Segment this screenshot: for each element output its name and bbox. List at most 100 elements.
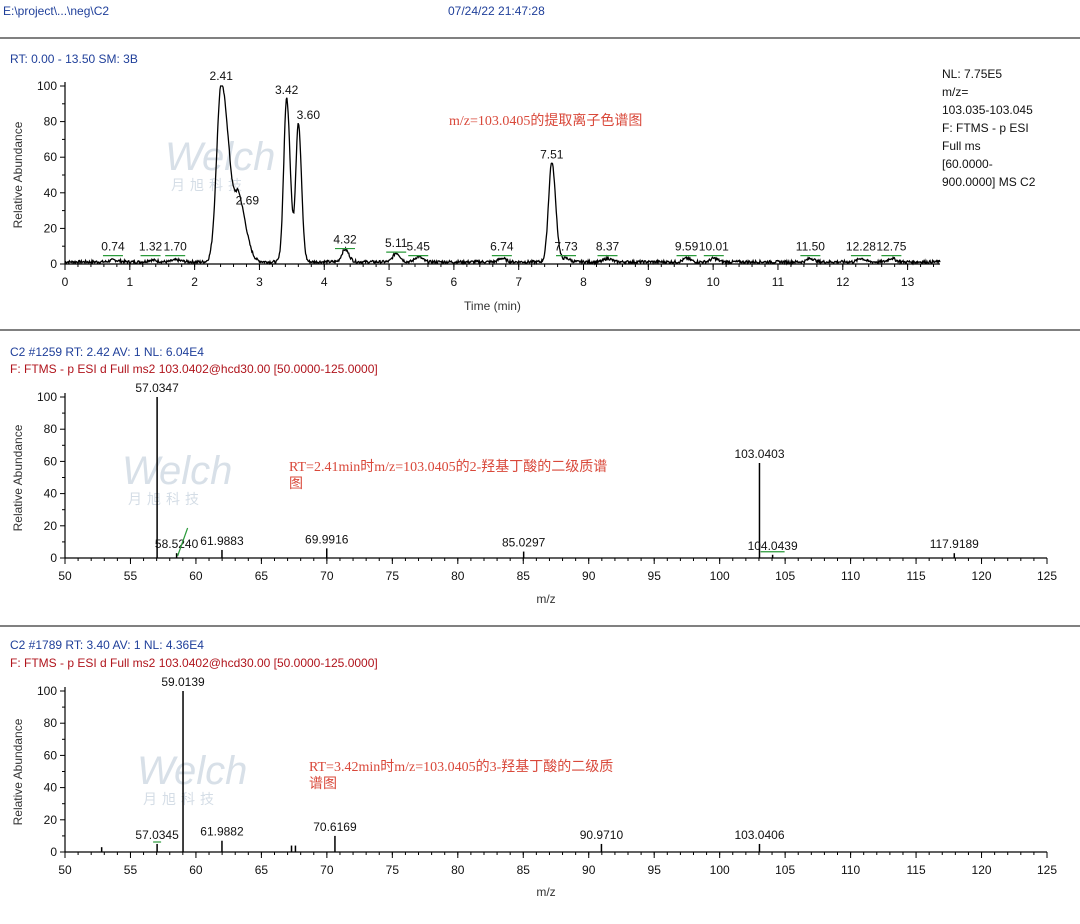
peak-label: 104.0439: [748, 539, 798, 553]
peak-label: 7.51: [540, 147, 564, 161]
x-tick-label: 90: [582, 863, 596, 877]
nl-info-line: 900.0000] MS C2: [942, 175, 1036, 189]
x-axis-label: m/z: [536, 885, 555, 899]
x-tick-label: 125: [1037, 863, 1057, 877]
file-path: E:\project\...\neg\C2: [3, 4, 109, 18]
peak-label: 70.6169: [313, 820, 357, 834]
chart-annotation: RT=3.42min时m/z=103.0405的3-羟基丁酸的二级质: [309, 758, 613, 775]
y-tick-label: 80: [44, 716, 58, 730]
peak-label: 61.9882: [200, 825, 244, 839]
scan-info: C2 #1259 RT: 2.42 AV: 1 NL: 6.04E4: [10, 345, 204, 359]
x-axis-label: m/z: [536, 592, 555, 606]
x-tick-label: 95: [648, 569, 662, 583]
scan-info: RT: 0.00 - 13.50 SM: 3B: [10, 52, 138, 66]
x-tick-label: 105: [775, 863, 795, 877]
x-tick-label: 7: [515, 275, 522, 289]
y-tick-label: 0: [50, 551, 57, 565]
peak-label: 1.32: [139, 240, 163, 254]
x-tick-label: 120: [972, 863, 992, 877]
y-tick-label: 40: [44, 186, 58, 200]
x-tick-label: 110: [841, 569, 860, 583]
x-tick-label: 65: [255, 863, 269, 877]
x-tick-label: 65: [255, 569, 269, 583]
watermark-chinese: 月旭科技: [143, 791, 219, 807]
chart-annotation: 图: [289, 477, 303, 492]
peak-label: 5.45: [407, 240, 431, 254]
x-tick-label: 80: [451, 863, 465, 877]
x-tick-label: 6: [451, 275, 458, 289]
x-tick-label: 0: [62, 275, 69, 289]
x-tick-label: 70: [320, 569, 334, 583]
x-tick-label: 125: [1037, 569, 1057, 583]
nl-info-line: Full ms: [942, 139, 981, 153]
acquisition-datetime: 07/24/22 21:47:28: [448, 4, 545, 18]
chromatogram-trace: [64, 85, 941, 266]
peak-label: 69.9916: [305, 532, 349, 546]
peak-label: 90.9710: [580, 828, 624, 842]
peak-marker: [177, 527, 189, 557]
x-tick-label: 105: [775, 569, 795, 583]
peak-label: 57.0345: [135, 828, 179, 842]
scan-info: C2 #1789 RT: 3.40 AV: 1 NL: 4.36E4: [10, 638, 204, 652]
y-tick-label: 0: [50, 845, 57, 859]
peak-label: 59.0139: [161, 675, 205, 689]
y-tick-label: 80: [44, 422, 58, 436]
nl-info-line: [60.0000-: [942, 157, 993, 171]
peak-label: 61.9883: [200, 534, 244, 548]
peak-label: 7.73: [554, 240, 578, 254]
peak-label: 85.0297: [502, 536, 546, 550]
watermark-brand: Welch: [165, 135, 275, 179]
x-tick-label: 13: [901, 275, 915, 289]
peak-label: 11.50: [796, 240, 825, 254]
y-tick-label: 60: [44, 150, 58, 164]
x-tick-label: 55: [124, 863, 138, 877]
x-tick-label: 100: [710, 569, 730, 583]
chart-annotation: 谱图: [309, 776, 337, 792]
scan-filter: F: FTMS - p ESI d Full ms2 103.0402@hcd3…: [10, 656, 378, 670]
x-tick-label: 70: [320, 863, 334, 877]
x-tick-label: 100: [710, 863, 730, 877]
x-tick-label: 12: [836, 275, 850, 289]
peak-label: 2.41: [210, 69, 234, 83]
scan-filter: F: FTMS - p ESI d Full ms2 103.0402@hcd3…: [10, 362, 378, 376]
peak-label: 6.74: [490, 240, 514, 254]
x-tick-label: 115: [906, 569, 925, 583]
x-tick-label: 11: [772, 275, 785, 289]
peak-label: 2.69: [236, 194, 260, 208]
x-tick-label: 2: [191, 275, 198, 289]
x-tick-label: 120: [972, 569, 992, 583]
chart-annotation: RT=2.41min时m/z=103.0405的2-羟基丁酸的二级质谱: [289, 458, 607, 475]
x-tick-label: 4: [321, 275, 328, 289]
y-tick-label: 80: [44, 115, 58, 129]
peak-label: 12.75: [876, 240, 906, 254]
y-tick-label: 100: [37, 390, 57, 404]
peak-label: 103.0406: [734, 828, 784, 842]
x-tick-label: 85: [517, 569, 531, 583]
x-tick-label: 110: [841, 863, 860, 877]
y-tick-label: 20: [44, 519, 58, 533]
x-tick-label: 50: [58, 863, 72, 877]
peak-label: 0.74: [101, 240, 125, 254]
x-tick-label: 75: [386, 569, 400, 583]
peak-label: 9.59: [675, 240, 699, 254]
y-tick-label: 40: [44, 487, 58, 501]
y-tick-label: 20: [44, 221, 58, 235]
peak-label: 57.0347: [135, 381, 179, 395]
x-tick-label: 75: [386, 863, 400, 877]
peak-label: 4.32: [333, 233, 357, 247]
y-tick-label: 100: [37, 79, 57, 93]
y-axis-label: Relative Abundance: [11, 424, 25, 531]
x-tick-label: 80: [451, 569, 465, 583]
y-axis-label: Relative Abundance: [11, 121, 25, 228]
peak-label: 3.42: [275, 83, 299, 97]
peak-label: 3.60: [297, 108, 321, 122]
x-tick-label: 9: [645, 275, 652, 289]
x-tick-label: 60: [189, 569, 203, 583]
